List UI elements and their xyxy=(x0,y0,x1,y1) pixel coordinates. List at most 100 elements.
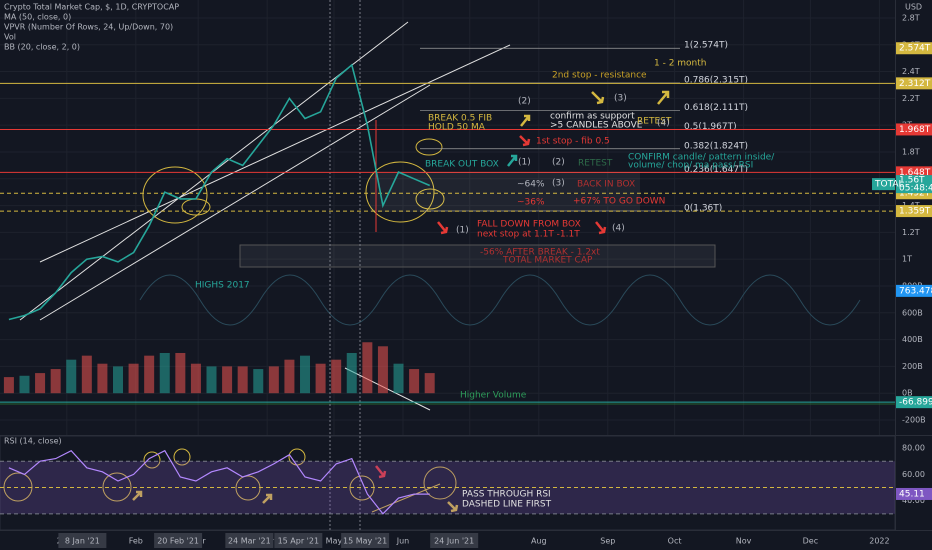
annotation: >5 CANDLES ABOVE xyxy=(550,121,643,131)
rsi-title: RSI (14, close) xyxy=(4,437,62,446)
arrow xyxy=(657,90,670,105)
price-tag-label: 1.492T xyxy=(899,189,931,199)
fib-label: 0.382(1.824T) xyxy=(684,141,748,151)
arrow xyxy=(595,221,607,235)
fib-label: 0.786(2.315T) xyxy=(684,75,748,85)
chart-title: Crypto Total Market Cap, $, 1D, CRYPTOCA… xyxy=(4,3,179,12)
arrow xyxy=(507,154,518,167)
annotation: ~36% xyxy=(517,198,545,208)
y-tick-label: 400B xyxy=(902,335,923,344)
box xyxy=(239,244,716,268)
price-line xyxy=(8,63,431,321)
date-marker-box xyxy=(154,533,203,548)
annotation: PASS THROUGH RSI xyxy=(462,490,551,500)
date-marker-label: 20 Feb '21 xyxy=(157,537,199,546)
arrow xyxy=(519,135,531,147)
volume-bar xyxy=(377,346,388,394)
price-tag-label: 763.478B xyxy=(899,286,932,296)
annotation: RETEST xyxy=(637,117,672,127)
volume-bar xyxy=(268,366,279,394)
volume-bar xyxy=(284,359,295,394)
price-tag-label: 1.359T xyxy=(899,207,931,217)
rsi-circle xyxy=(423,466,457,500)
indicator-label: VPVR (Number Of Rows, 24, Up/Down, 70) xyxy=(4,23,173,32)
volume-bar xyxy=(66,359,77,394)
volume-bar xyxy=(315,363,326,394)
volume-bar xyxy=(190,363,201,394)
price-tag xyxy=(896,77,932,90)
volume-bar xyxy=(206,366,217,394)
ellipse xyxy=(415,138,443,156)
date-marker-label: 24 Mar '21 xyxy=(228,537,271,546)
annotation: (2) xyxy=(552,158,565,168)
rsi-circle xyxy=(173,448,191,466)
annotation: -56% AFTER BREAK - 1.2xt xyxy=(480,248,600,258)
annotation: +67% TO GO DOWN xyxy=(573,197,665,207)
ellipse xyxy=(365,161,435,223)
annotation: 2nd stop - resistance xyxy=(552,71,647,81)
date-marker-box xyxy=(58,533,107,548)
annotation: next stop at 1.1T -1.1T xyxy=(477,230,580,240)
date-marker-label: 15 May '21 xyxy=(343,537,387,546)
volume-bar xyxy=(424,373,435,394)
indicator-label: MA (50, close, 0) xyxy=(4,13,71,22)
x-tick-label: Oct xyxy=(668,537,682,546)
y-tick-label: -200B xyxy=(902,415,926,424)
rsi-line xyxy=(8,449,430,515)
y-tick-label: 1T xyxy=(902,255,912,264)
annotation: (2) xyxy=(518,97,531,107)
volume-bar xyxy=(393,363,404,394)
volume-bar xyxy=(128,363,139,394)
date-marker-box xyxy=(341,533,390,548)
arrow xyxy=(132,490,143,501)
date-marker-label: 15 Apr '21 xyxy=(278,537,319,546)
annotations: 1 - 2 month 2nd stop - resistance (2) (3… xyxy=(195,59,775,510)
volume-bar xyxy=(97,363,108,394)
y-tick-label: 2.4T xyxy=(902,67,920,76)
y-tick-label: 0B xyxy=(902,389,913,398)
price-tag xyxy=(896,284,932,297)
last-price-label: 1.56T xyxy=(899,176,925,186)
drawings xyxy=(0,0,895,530)
x-tick-label: Feb xyxy=(129,537,143,546)
y-tick-label: 1.8T xyxy=(902,147,920,156)
volume-bar xyxy=(112,366,123,394)
annotation: CONFIRM candle/ pattern inside/ xyxy=(628,153,775,163)
volume-bar xyxy=(362,342,373,394)
y-tick-label: 2.2T xyxy=(902,94,920,103)
fib-label: 0.236(1.647T) xyxy=(684,165,748,175)
annotation: TOTAL MARKET CAP xyxy=(502,256,593,266)
price-tag-label: 2.312T xyxy=(899,79,931,89)
x-tick-label: Aug xyxy=(531,537,547,546)
volume-bar xyxy=(3,377,14,394)
series-tag xyxy=(872,178,895,191)
rsi-trend xyxy=(371,483,441,513)
annotation: (3) xyxy=(552,179,565,189)
annotation: HIGHS 2017 xyxy=(195,281,250,291)
annotation: volume/ chop/ ma pass/ RSI xyxy=(628,161,753,171)
volume-bar xyxy=(253,369,264,394)
rsi-tick-label: 40.00 xyxy=(902,496,925,505)
fib-label: 1(2.574T) xyxy=(684,41,728,51)
rsi-tick-label: 60.00 xyxy=(902,470,925,479)
rsi-current-label: 45.11 xyxy=(899,489,925,499)
annotation: (1) xyxy=(456,226,469,236)
volume-bar xyxy=(300,355,311,394)
fib-label: 0.5(1.967T) xyxy=(684,122,737,132)
volume-bar xyxy=(346,352,357,394)
annotation: ~64% xyxy=(517,180,545,190)
indicator-label: BB (20, close, 2, 0) xyxy=(4,43,80,52)
countdown: 05:48:44 xyxy=(899,184,932,194)
arrow xyxy=(262,493,273,504)
arrow xyxy=(591,91,605,105)
date-marker-label: 24 Jun '21 xyxy=(434,537,474,546)
annotation: BREAK OUT BOX xyxy=(425,160,499,170)
rsi-circle xyxy=(143,451,161,469)
volume-bar xyxy=(237,366,248,394)
annotation: HOLD 50 MA xyxy=(428,123,486,133)
cycle-wave xyxy=(139,274,861,326)
annotation: (4) xyxy=(657,119,670,129)
channel-line xyxy=(39,84,431,321)
channel-line xyxy=(39,44,511,263)
y-tick-label: 1.2T xyxy=(902,228,920,237)
